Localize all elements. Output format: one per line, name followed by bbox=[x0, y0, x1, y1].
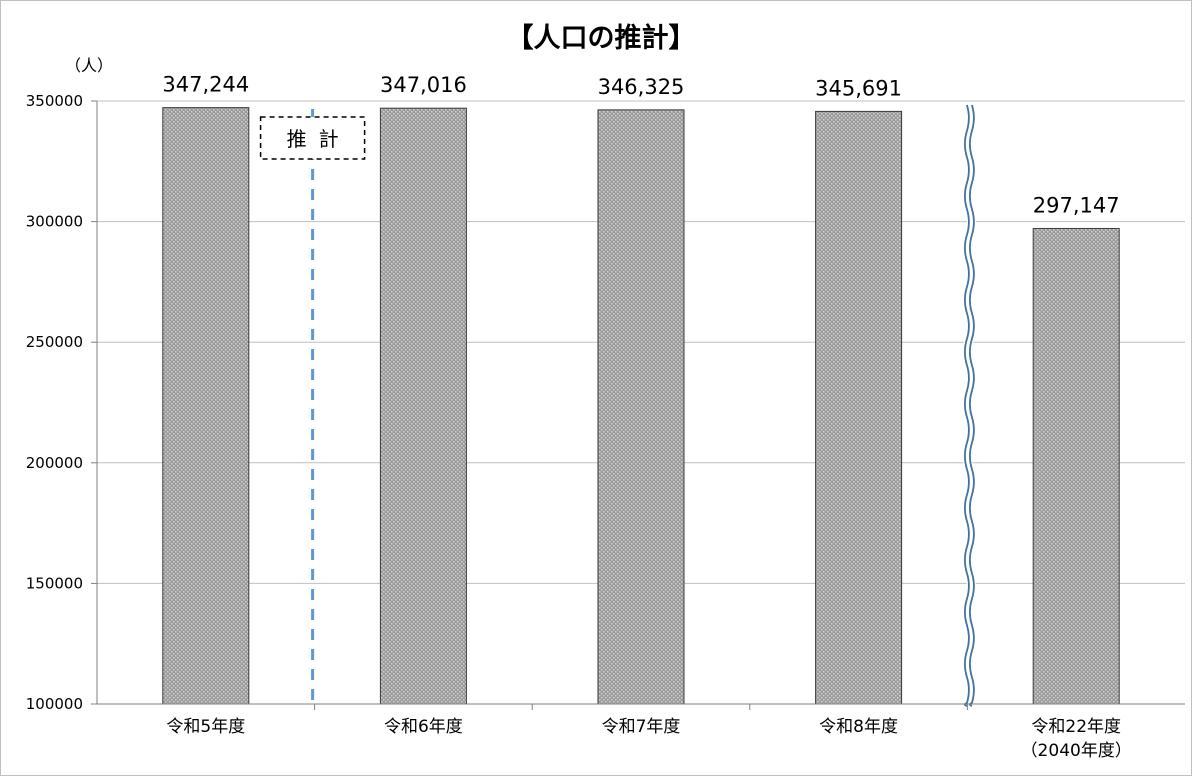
bar bbox=[597, 109, 685, 705]
axis-break-line-left bbox=[963, 104, 970, 707]
bars bbox=[162, 107, 1120, 705]
bar bbox=[162, 107, 250, 705]
x-tick-label: 令和8年度 bbox=[819, 717, 898, 737]
x-tick-label: 令和5年度 bbox=[166, 717, 245, 737]
data-labels: 347,244 347,016 346,325 345,691 297,147 bbox=[162, 73, 1119, 218]
bar bbox=[815, 110, 903, 705]
y-axis-unit-label: （人） bbox=[65, 56, 113, 75]
chart-title: 【人口の推計】 bbox=[507, 22, 696, 54]
bar bbox=[1032, 227, 1120, 705]
estimate-label-box bbox=[259, 116, 366, 160]
x-tick-label: （2040年度） bbox=[1021, 741, 1132, 761]
x-tick-label: 令和6年度 bbox=[384, 717, 463, 737]
axes bbox=[91, 100, 1185, 710]
y-tick-label: 100000 bbox=[26, 695, 83, 713]
data-label: 345,691 bbox=[815, 76, 902, 100]
estimate-label: 推計 bbox=[287, 127, 351, 151]
x-axis-ticks: 令和5年度 令和6年度 令和7年度 令和8年度 令和22年度 （2040年度） bbox=[166, 717, 1131, 761]
data-label: 346,325 bbox=[598, 75, 685, 99]
axis-break-line-right bbox=[968, 104, 975, 707]
y-tick-label: 200000 bbox=[26, 454, 83, 472]
annotations: 推計 bbox=[259, 103, 976, 711]
y-tick-label: 300000 bbox=[26, 213, 83, 231]
data-label: 297,147 bbox=[1033, 193, 1120, 217]
y-tick-label: 150000 bbox=[26, 574, 83, 592]
axis-break-gap bbox=[962, 103, 976, 711]
bar bbox=[379, 107, 467, 705]
x-tick-label: 令和22年度 bbox=[1031, 717, 1121, 737]
x-tick-label: 令和7年度 bbox=[602, 717, 681, 737]
y-axis-ticks: 100000 150000 200000 250000 300000 350000 bbox=[26, 92, 83, 713]
data-label: 347,016 bbox=[380, 73, 467, 97]
data-label: 347,244 bbox=[162, 73, 249, 97]
y-tick-label: 250000 bbox=[26, 333, 83, 351]
y-tick-label: 350000 bbox=[26, 92, 83, 110]
